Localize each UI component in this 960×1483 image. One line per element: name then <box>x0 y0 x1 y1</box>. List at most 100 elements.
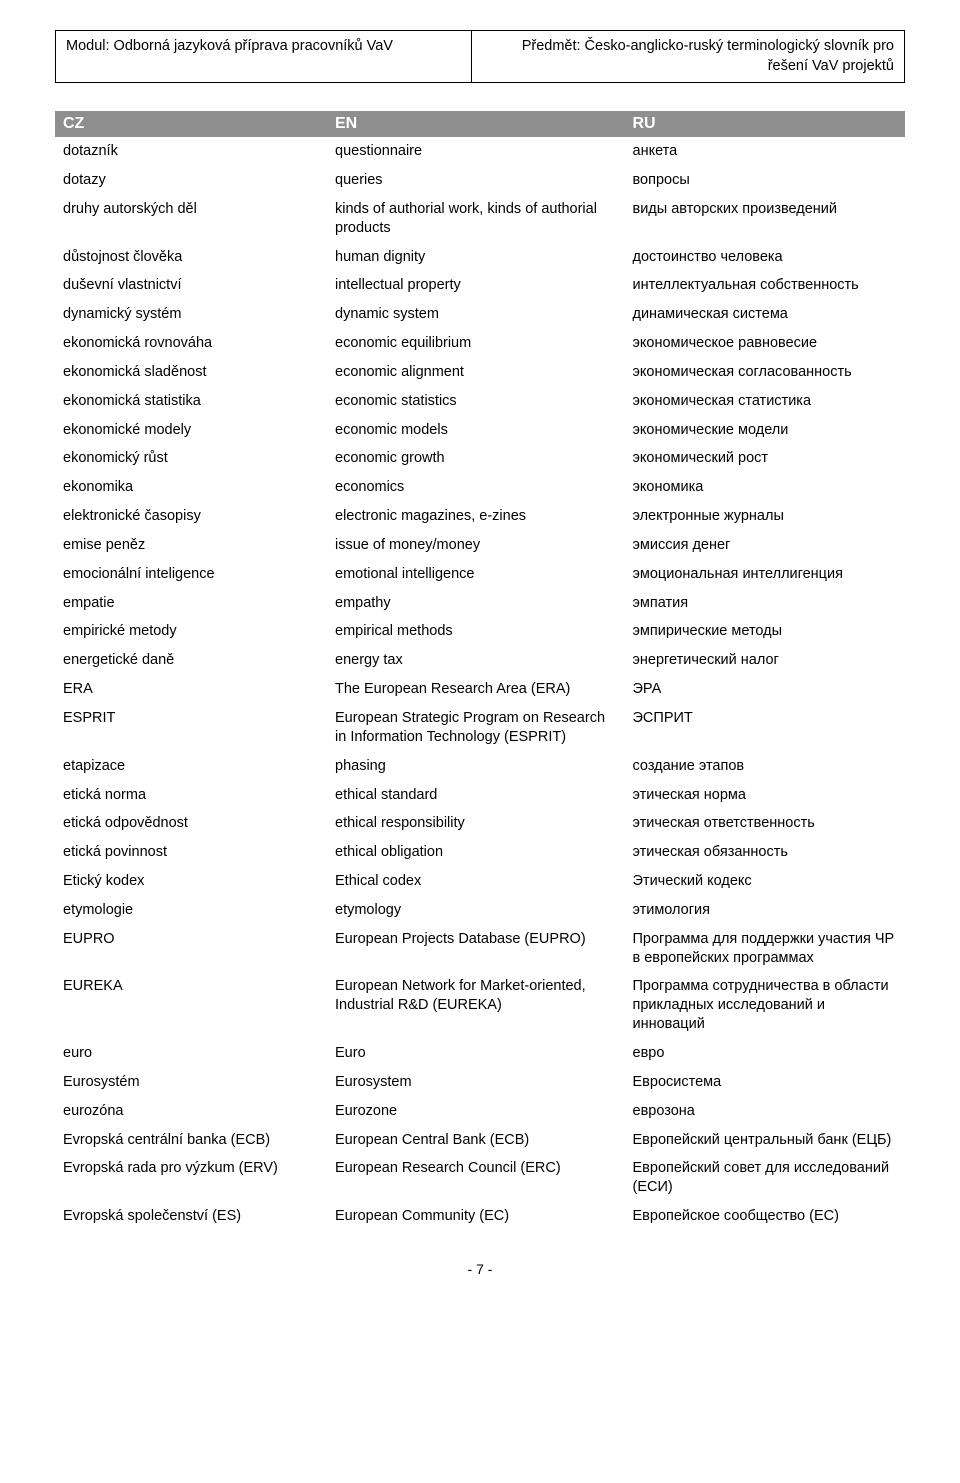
cell-cz: ekonomická rovnováha <box>55 329 327 358</box>
cell-en: ethical obligation <box>327 838 625 867</box>
cell-cz: ekonomika <box>55 473 327 502</box>
table-row: Evropská rada pro výzkum (ERV)European R… <box>55 1154 905 1202</box>
cell-en: European Central Bank (ECB) <box>327 1126 625 1155</box>
cell-ru: динамическая система <box>625 300 906 329</box>
table-row: etymologieetymologyэтимология <box>55 896 905 925</box>
cell-en: ethical responsibility <box>327 809 625 838</box>
cell-en: The European Research Area (ERA) <box>327 675 625 704</box>
cell-cz: emocionální inteligence <box>55 560 327 589</box>
cell-cz: dotazník <box>55 137 327 166</box>
cell-cz: etapizace <box>55 752 327 781</box>
table-row: důstojnost člověkahuman dignityдостоинст… <box>55 243 905 272</box>
table-row: etická odpovědnostethical responsibility… <box>55 809 905 838</box>
cell-en: dynamic system <box>327 300 625 329</box>
cell-cz: ESPRIT <box>55 704 327 752</box>
cell-en: intellectual property <box>327 271 625 300</box>
cell-en: economic growth <box>327 444 625 473</box>
col-cz: CZ <box>55 111 327 137</box>
table-row: EUREKAEuropean Network for Market-orient… <box>55 972 905 1039</box>
table-row: empatieempathyэмпатия <box>55 589 905 618</box>
col-en: EN <box>327 111 625 137</box>
table-row: dotazníkquestionnaireанкета <box>55 137 905 166</box>
cell-cz: EUPRO <box>55 925 327 973</box>
cell-ru: эмоциональная интеллигенция <box>625 560 906 589</box>
cell-en: European Network for Market-oriented, In… <box>327 972 625 1039</box>
cell-en: Eurozone <box>327 1097 625 1126</box>
cell-cz: elektronické časopisy <box>55 502 327 531</box>
cell-cz: duševní vlastnictví <box>55 271 327 300</box>
cell-en: European Strategic Program on Research i… <box>327 704 625 752</box>
table-row: euroEuroевро <box>55 1039 905 1068</box>
cell-ru: экономика <box>625 473 906 502</box>
table-row: etická normaethical standardэтическая но… <box>55 781 905 810</box>
cell-ru: интеллектуальная собственность <box>625 271 906 300</box>
cell-en: electronic magazines, e-zines <box>327 502 625 531</box>
cell-en: energy tax <box>327 646 625 675</box>
cell-ru: Европейское сообщество (ЕС) <box>625 1202 906 1231</box>
table-row: ekonomické modelyeconomic modelsэкономич… <box>55 416 905 445</box>
table-row: Evropská společenství (ES)European Commu… <box>55 1202 905 1231</box>
table-row: ekonomikaeconomicsэкономика <box>55 473 905 502</box>
table-row: energetické daněenergy taxэнергетический… <box>55 646 905 675</box>
cell-en: economic models <box>327 416 625 445</box>
cell-cz: Evropská centrální banka (ECB) <box>55 1126 327 1155</box>
cell-en: phasing <box>327 752 625 781</box>
cell-cz: Eurosystém <box>55 1068 327 1097</box>
table-row: empirické metodyempirical methodsэмпирич… <box>55 617 905 646</box>
table-row: emocionální inteligenceemotional intelli… <box>55 560 905 589</box>
cell-en: etymology <box>327 896 625 925</box>
cell-cz: empatie <box>55 589 327 618</box>
cell-cz: Etický kodex <box>55 867 327 896</box>
glossary-table: CZ EN RU dotazníkquestionnaireанкетаdota… <box>55 111 905 1231</box>
table-row: emise penězissue of money/moneyэмиссия д… <box>55 531 905 560</box>
cell-ru: этическая ответственность <box>625 809 906 838</box>
cell-cz: dotazy <box>55 166 327 195</box>
cell-cz: euro <box>55 1039 327 1068</box>
cell-ru: экономические модели <box>625 416 906 445</box>
cell-cz: ERA <box>55 675 327 704</box>
cell-ru: анкета <box>625 137 906 166</box>
table-row: elektronické časopisyelectronic magazine… <box>55 502 905 531</box>
cell-en: Eurosystem <box>327 1068 625 1097</box>
table-row: ekonomická statistikaeconomic statistics… <box>55 387 905 416</box>
table-row: Evropská centrální banka (ECB)European C… <box>55 1126 905 1155</box>
table-row: ERAThe European Research Area (ERA)ЭРА <box>55 675 905 704</box>
table-row: druhy autorských dělkinds of authorial w… <box>55 195 905 243</box>
cell-en: Ethical codex <box>327 867 625 896</box>
cell-cz: eurozóna <box>55 1097 327 1126</box>
table-row: dotazyqueriesвопросы <box>55 166 905 195</box>
cell-ru: Этический кодекс <box>625 867 906 896</box>
cell-ru: Европейский совет для исследований (ЕСИ) <box>625 1154 906 1202</box>
cell-ru: эмпатия <box>625 589 906 618</box>
cell-ru: экономическое равновесие <box>625 329 906 358</box>
table-header-row: CZ EN RU <box>55 111 905 137</box>
cell-en: European Projects Database (EUPRO) <box>327 925 625 973</box>
cell-cz: ekonomický růst <box>55 444 327 473</box>
cell-ru: Евросистема <box>625 1068 906 1097</box>
cell-cz: energetické daně <box>55 646 327 675</box>
cell-en: human dignity <box>327 243 625 272</box>
table-row: Etický kodexEthical codexЭтический кодек… <box>55 867 905 896</box>
cell-ru: этимология <box>625 896 906 925</box>
cell-ru: достоинство человека <box>625 243 906 272</box>
cell-cz: emise peněz <box>55 531 327 560</box>
cell-en: kinds of authorial work, kinds of author… <box>327 195 625 243</box>
cell-ru: электронные журналы <box>625 502 906 531</box>
cell-en: emotional intelligence <box>327 560 625 589</box>
table-row: etapizacephasingсоздание этапов <box>55 752 905 781</box>
cell-ru: виды авторских произведений <box>625 195 906 243</box>
cell-ru: этическая норма <box>625 781 906 810</box>
cell-ru: экономический рост <box>625 444 906 473</box>
cell-ru: ЭРА <box>625 675 906 704</box>
table-row: eurozónaEurozoneеврозона <box>55 1097 905 1126</box>
cell-en: queries <box>327 166 625 195</box>
table-row: EurosystémEurosystemЕвросистема <box>55 1068 905 1097</box>
cell-ru: Программа сотрудничества в области прикл… <box>625 972 906 1039</box>
cell-ru: ЭСПРИТ <box>625 704 906 752</box>
cell-ru: этическая обязанность <box>625 838 906 867</box>
cell-cz: druhy autorských děl <box>55 195 327 243</box>
cell-cz: Evropská společenství (ES) <box>55 1202 327 1231</box>
cell-cz: ekonomická statistika <box>55 387 327 416</box>
cell-en: economic alignment <box>327 358 625 387</box>
cell-ru: экономическая статистика <box>625 387 906 416</box>
